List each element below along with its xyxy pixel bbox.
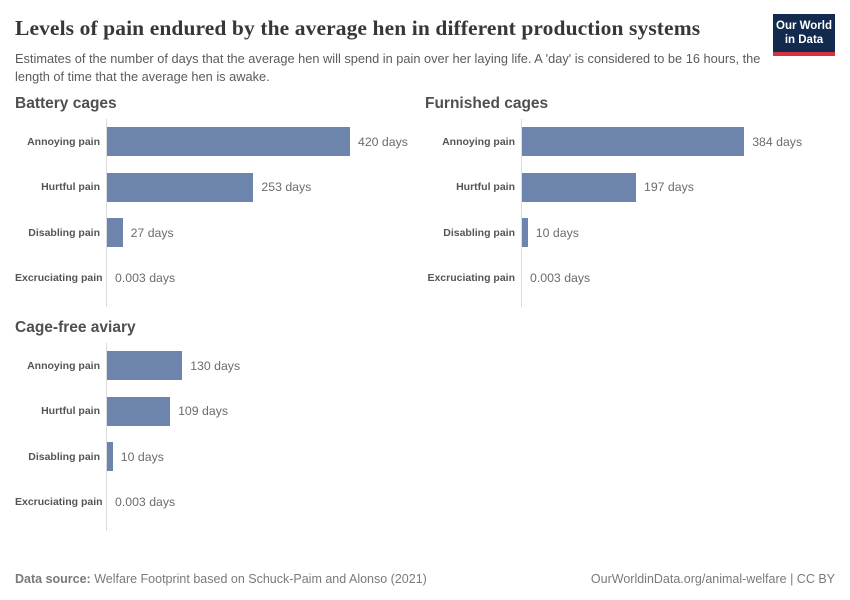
- category-label: Disabling pain: [28, 226, 100, 239]
- category-label: Excruciating pain: [15, 496, 103, 509]
- value-label: 384 days: [752, 134, 803, 149]
- axis-tail: [15, 300, 425, 307]
- bar: [107, 396, 171, 426]
- value-label: 10 days: [120, 449, 164, 464]
- bar-cell: 0.003 days: [106, 479, 425, 525]
- subtitle: Estimates of the number of days that the…: [15, 50, 761, 84]
- bar-row: Disabling pain 10 days: [425, 209, 835, 256]
- category-label: Excruciating pain: [15, 272, 103, 285]
- category-label: Hurtful pain: [456, 181, 515, 194]
- bar: [107, 172, 254, 202]
- bar: [522, 127, 745, 157]
- category-label: Disabling pain: [443, 226, 515, 239]
- axis-tail-line: [521, 300, 835, 307]
- value-label: 0.003 days: [115, 271, 176, 286]
- bar-row: Hurtful pain 197 days: [425, 164, 835, 210]
- bar: [107, 218, 123, 248]
- value-label: 0.003 days: [115, 495, 176, 510]
- axis-tail-line: [106, 300, 425, 307]
- category-label: Hurtful pain: [41, 405, 100, 418]
- category-label: Annoying pain: [442, 135, 515, 148]
- bar-row: Disabling pain 10 days: [15, 433, 425, 480]
- value-label: 130 days: [190, 358, 241, 373]
- bar-row: Annoying pain 420 days: [15, 118, 425, 165]
- owid-logo-box: Our World in Data: [773, 14, 835, 52]
- chart-panel-battery-cages: Battery cages Annoying pain 420 days Hurtfu…: [15, 95, 425, 307]
- page-title: Levels of pain endured by the average he…: [15, 16, 701, 40]
- chart-panel-furnished-cages: Furnished cages Annoying pain 384 days Hurt…: [425, 95, 835, 307]
- axis-tail: [15, 524, 425, 531]
- bar-cell: 197 days: [521, 164, 835, 210]
- title-block: Levels of pain endured by the average he…: [15, 14, 773, 86]
- category-label: Excruciating pain: [427, 272, 515, 285]
- category-label: Hurtful pain: [41, 181, 100, 194]
- bar: [522, 172, 636, 202]
- chart-panel-cage-free-aviary: Cage-free aviary Annoying pain 130 days Hur…: [15, 319, 425, 531]
- bar-row: Annoying pain 384 days: [425, 118, 835, 165]
- owid-logo-line2: in Data: [784, 34, 824, 47]
- bar-row: Excruciating pain 0.003 days: [15, 255, 425, 301]
- bar-row: Excruciating pain 0.003 days: [425, 255, 835, 301]
- bar-cell: 27 days: [106, 209, 425, 256]
- axis-tail: [425, 300, 835, 307]
- footer: Data source: Welfare Footprint based on …: [15, 572, 835, 586]
- panel-title: Furnished cages: [425, 94, 549, 112]
- category-label: Annoying pain: [27, 359, 100, 372]
- panel-title: Cage-free aviary: [15, 318, 136, 336]
- bar-cell: 10 days: [521, 209, 835, 256]
- data-source-text: Welfare Footprint based on Schuck-Paim a…: [94, 572, 427, 586]
- value-label: 109 days: [178, 404, 229, 419]
- value-label: 253 days: [261, 180, 312, 195]
- value-label: 0.003 days: [530, 271, 591, 286]
- bar: [522, 218, 528, 248]
- value-label: 197 days: [644, 180, 694, 195]
- bar-row: Disabling pain 27 days: [15, 209, 425, 256]
- owid-logo-line1: Our World: [776, 20, 833, 32]
- credit-line: OurWorldinData.org/animal-welfare | CC B…: [590, 572, 835, 586]
- panel-title: Battery cages: [15, 94, 117, 112]
- bar-row: Hurtful pain 109 days: [15, 388, 425, 434]
- value-label: 10 days: [535, 225, 579, 240]
- data-source-label: Data source:: [15, 572, 91, 586]
- bar-cell: 384 days: [521, 118, 835, 165]
- bar-cell: 0.003 days: [106, 255, 425, 301]
- small-multiples-grid: Battery cages Annoying pain 420 days Hurtfu…: [15, 95, 835, 531]
- owid-logo: Our World in Data: [773, 14, 835, 56]
- value-label: 27 days: [130, 225, 174, 240]
- data-source-note: Data source: Welfare Footprint based on …: [15, 572, 427, 586]
- bar: [107, 127, 350, 157]
- bar: [107, 351, 183, 381]
- logo-red-strip: [773, 51, 835, 56]
- bar-cell: 109 days: [106, 388, 425, 434]
- bar-cell: 0.003 days: [521, 255, 835, 301]
- bar: [107, 442, 113, 472]
- bar-row: Annoying pain 130 days: [15, 342, 425, 389]
- value-label: 420 days: [358, 134, 408, 149]
- header: Levels of pain endured by the average he…: [15, 14, 835, 86]
- bar-cell: 253 days: [106, 164, 425, 210]
- bar-cell: 420 days: [106, 118, 425, 165]
- bar-cell: 130 days: [106, 342, 425, 389]
- bar-row: Hurtful pain 253 days: [15, 164, 425, 210]
- axis-tail-line: [106, 524, 425, 531]
- bar-row: Excruciating pain 0.003 days: [15, 479, 425, 525]
- category-label: Annoying pain: [27, 135, 100, 148]
- bar-cell: 10 days: [106, 433, 425, 480]
- category-label: Disabling pain: [28, 450, 100, 463]
